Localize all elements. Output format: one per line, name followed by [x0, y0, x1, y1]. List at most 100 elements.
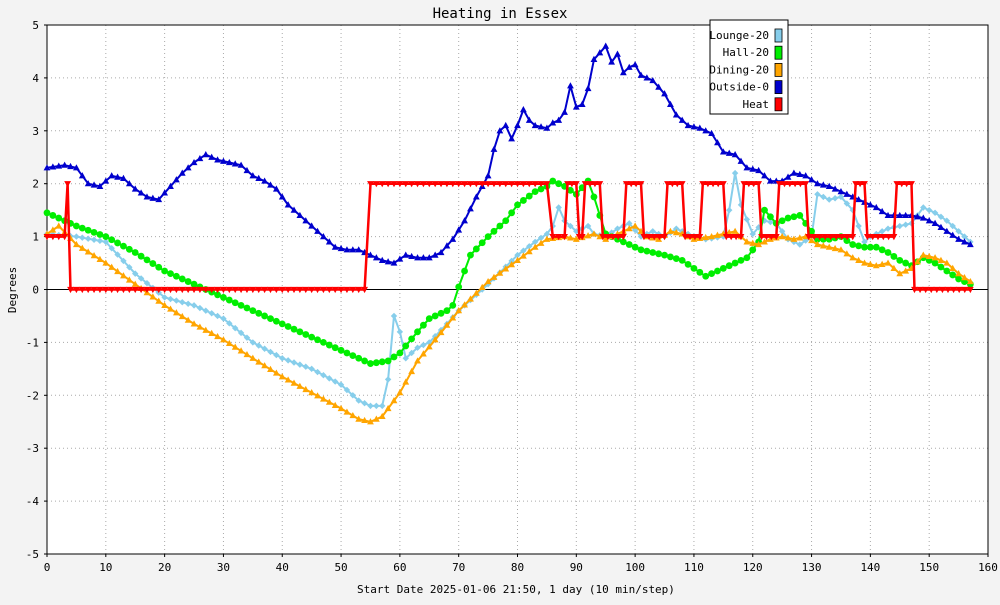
data-point	[73, 164, 80, 171]
data-point	[273, 351, 280, 359]
data-point	[496, 222, 504, 230]
data-point	[108, 245, 115, 252]
data-point	[367, 418, 374, 425]
data-point	[664, 181, 671, 188]
x-tick-label: 110	[684, 561, 704, 574]
data-point	[902, 211, 910, 219]
x-tick-label: 20	[158, 561, 171, 574]
data-point	[249, 172, 257, 179]
data-point	[396, 328, 404, 336]
data-point	[290, 286, 298, 294]
data-point	[496, 181, 504, 188]
data-point	[761, 238, 768, 245]
data-point	[355, 286, 363, 294]
data-point	[919, 251, 927, 258]
data-point	[796, 212, 804, 219]
data-point	[337, 404, 345, 412]
data-point	[114, 239, 121, 247]
data-point	[525, 181, 533, 188]
data-point	[237, 286, 245, 294]
data-point	[861, 181, 868, 188]
data-point	[609, 234, 617, 241]
data-point	[132, 270, 139, 277]
data-point	[155, 297, 163, 304]
data-point	[722, 234, 730, 241]
data-point	[649, 228, 656, 235]
data-point	[767, 234, 775, 241]
data-point	[420, 321, 427, 329]
data-point	[778, 217, 786, 225]
data-point	[331, 401, 339, 408]
data-point	[349, 246, 357, 253]
data-point	[604, 234, 612, 241]
data-point	[496, 127, 504, 134]
data-point	[137, 189, 145, 196]
x-tick-label: 90	[570, 561, 583, 574]
data-point	[502, 217, 510, 225]
data-point	[84, 248, 92, 255]
data-point	[802, 172, 810, 179]
data-point	[320, 395, 327, 402]
data-point	[267, 365, 274, 372]
data-point	[708, 270, 715, 278]
y-tick-label: -2	[26, 389, 39, 402]
data-point	[302, 385, 310, 393]
data-point	[361, 416, 368, 424]
data-point	[225, 158, 233, 166]
data-point	[896, 222, 903, 230]
data-point	[555, 204, 562, 211]
data-point	[355, 246, 363, 253]
data-point	[750, 181, 758, 188]
data-point	[838, 234, 846, 241]
data-point	[531, 181, 539, 188]
data-point	[420, 181, 427, 188]
data-point	[325, 398, 333, 405]
data-point	[484, 277, 492, 285]
data-point	[861, 238, 868, 246]
data-point	[966, 286, 974, 294]
data-point	[272, 286, 280, 294]
data-point	[284, 376, 292, 383]
data-point	[226, 320, 233, 327]
data-point	[255, 342, 262, 349]
data-point	[714, 181, 722, 188]
data-point	[655, 234, 663, 241]
data-point	[667, 253, 674, 261]
data-point	[949, 222, 956, 230]
data-point	[916, 286, 924, 294]
data-point	[514, 201, 521, 209]
data-point	[602, 42, 610, 49]
data-point	[478, 239, 486, 247]
data-point	[431, 181, 439, 188]
data-point	[343, 386, 351, 394]
plot-area: 0 10 20 30 40 50 60 70 80 90 100 110 120 130 140 150 160…	[26, 19, 998, 574]
data-point	[320, 286, 327, 294]
data-point	[725, 149, 733, 156]
data-point	[896, 257, 904, 264]
data-point	[767, 218, 774, 226]
data-point	[402, 181, 410, 188]
data-point	[179, 298, 186, 306]
data-point	[308, 286, 316, 294]
x-tick-label: 120	[743, 561, 763, 574]
data-point	[961, 286, 969, 294]
data-point	[149, 260, 157, 267]
data-point	[726, 206, 733, 214]
data-point	[790, 238, 798, 246]
data-point	[625, 63, 633, 70]
data-point	[208, 329, 216, 337]
data-point	[690, 264, 698, 272]
x-tick-label: 70	[452, 561, 465, 574]
data-point	[761, 217, 768, 224]
data-point	[884, 211, 892, 219]
x-tick-label: 50	[334, 561, 347, 574]
data-point	[102, 259, 110, 266]
data-point	[903, 181, 911, 188]
data-point	[619, 69, 627, 76]
data-point	[814, 240, 821, 248]
data-point	[67, 162, 74, 170]
data-point	[808, 236, 815, 244]
data-point	[73, 233, 80, 240]
data-point	[455, 226, 463, 233]
data-point	[102, 238, 110, 246]
